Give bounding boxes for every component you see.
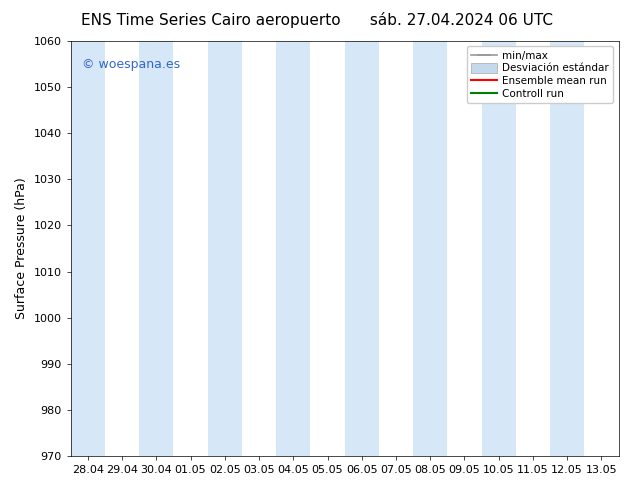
Bar xyxy=(413,41,448,456)
Bar xyxy=(71,41,105,456)
Text: © woespana.es: © woespana.es xyxy=(82,58,180,71)
Bar xyxy=(550,41,585,456)
Bar xyxy=(139,41,174,456)
Bar xyxy=(345,41,379,456)
Y-axis label: Surface Pressure (hPa): Surface Pressure (hPa) xyxy=(15,178,28,319)
Bar xyxy=(276,41,311,456)
Bar xyxy=(482,41,516,456)
Legend: min/max, Desviación estándar, Ensemble mean run, Controll run: min/max, Desviación estándar, Ensemble m… xyxy=(467,46,613,103)
Text: ENS Time Series Cairo aeropuerto      sáb. 27.04.2024 06 UTC: ENS Time Series Cairo aeropuerto sáb. 27… xyxy=(81,12,553,28)
Bar xyxy=(208,41,242,456)
